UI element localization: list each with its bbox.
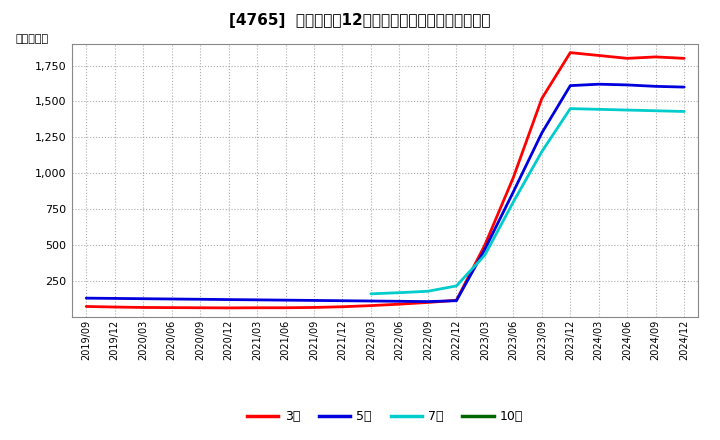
5年 [509,189,518,194]
Line: 5年: 5年 [86,84,684,301]
7年 [423,289,432,294]
5年 [452,298,461,303]
7年 [509,199,518,205]
5年 [167,297,176,302]
5年 [310,298,318,303]
3年 [680,56,688,61]
5年 [623,82,631,88]
5年 [225,297,233,302]
5年 [537,130,546,136]
7年 [680,109,688,114]
Line: 3年: 3年 [86,53,684,308]
3年 [595,53,603,58]
3年 [253,305,261,310]
5年 [82,296,91,301]
7年 [566,106,575,111]
3年 [623,56,631,61]
5年 [253,297,261,302]
5年 [423,299,432,304]
5年 [282,297,290,303]
3年 [366,303,375,308]
3年 [82,304,91,309]
3年 [167,305,176,310]
3年 [480,242,489,248]
7年 [537,149,546,154]
3年 [225,305,233,311]
3年 [282,305,290,310]
Legend: 3年, 5年, 7年, 10年: 3年, 5年, 7年, 10年 [242,405,528,428]
7年 [595,106,603,112]
3年 [509,175,518,180]
3年 [566,50,575,55]
7年 [366,291,375,297]
3年 [139,305,148,310]
Line: 7年: 7年 [371,109,684,294]
7年 [480,253,489,258]
5年 [366,298,375,304]
3年 [652,54,660,59]
3年 [452,297,461,303]
7年 [452,283,461,289]
5年 [652,84,660,89]
5年 [566,83,575,88]
5年 [480,247,489,252]
3年 [338,304,347,309]
3年 [395,301,404,307]
5年 [680,84,688,90]
3年 [196,305,204,310]
3年 [310,305,318,310]
5年 [595,81,603,87]
5年 [338,298,347,303]
5年 [139,296,148,301]
3年 [537,96,546,101]
7年 [395,290,404,295]
5年 [196,297,204,302]
Text: [4765]  当期純利益12か月移動合計の標準偏差の推移: [4765] 当期純利益12か月移動合計の標準偏差の推移 [229,13,491,28]
3年 [423,300,432,305]
5年 [395,299,404,304]
3年 [110,304,119,310]
7年 [652,108,660,114]
7年 [623,107,631,113]
5年 [110,296,119,301]
Text: （百万円）: （百万円） [16,34,49,44]
